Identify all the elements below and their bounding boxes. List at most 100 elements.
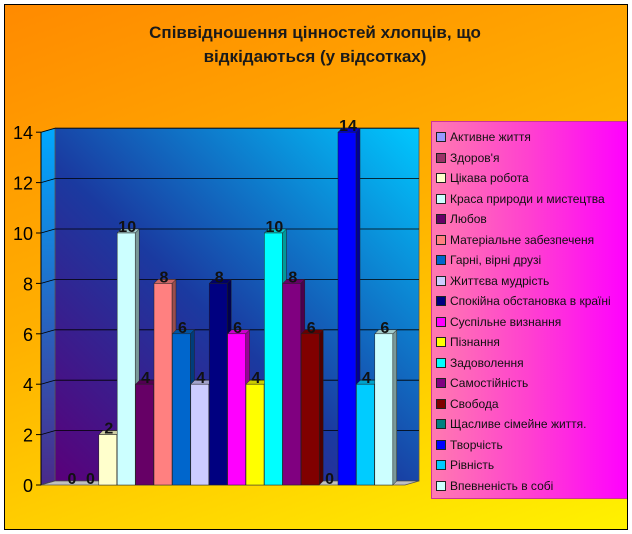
legend-swatch (436, 193, 446, 204)
legend-item: Суспільне визнання (436, 313, 561, 331)
data-label: 4 (252, 370, 261, 387)
legend-item: Матеріальне забезпеченя (436, 231, 594, 249)
bar-side (392, 329, 398, 486)
legend-item: Спокійна обстановка в країні (436, 292, 611, 310)
legend-label: Впевненість в собі (450, 478, 554, 493)
legend-item: Свобода (436, 395, 499, 413)
bar (172, 333, 191, 486)
legend-swatch (436, 419, 446, 429)
bar (135, 383, 154, 486)
legend-label: Любов (450, 212, 487, 226)
legend-swatch (436, 398, 446, 409)
legend-item: Самостійність (436, 374, 528, 392)
bar (116, 232, 136, 486)
legend: Активне життя Здоров'я Цікава робота Краса … (431, 121, 627, 499)
legend-label: Творчість (450, 437, 503, 452)
bar (208, 283, 228, 486)
legend-swatch (436, 296, 446, 306)
legend-swatch (436, 152, 446, 163)
bar (264, 232, 283, 486)
legend-swatch (436, 173, 446, 183)
legend-label: Гарні, вірні друзі (450, 253, 542, 267)
legend-label: Щасливе сімейне життя. (450, 417, 587, 431)
legend-item: Задоволення (436, 354, 524, 372)
y-tick-label: 12 (13, 174, 33, 194)
bar (190, 383, 210, 486)
legend-label: Активне життя (450, 130, 531, 144)
legend-item: Здоров'я (436, 149, 499, 167)
legend-item: Впевненість в собі (436, 477, 553, 495)
data-label: 4 (141, 370, 150, 387)
legend-item: Активне життя (436, 128, 531, 146)
gridline-diagonal (40, 127, 56, 133)
legend-item: Рівність (436, 456, 494, 474)
data-label: 10 (118, 219, 136, 236)
legend-swatch (436, 275, 446, 286)
legend-swatch (436, 255, 446, 265)
legend-label: Свобода (450, 396, 499, 411)
legend-label: Самостійність (450, 376, 529, 390)
data-label: 0 (68, 471, 77, 488)
bar (300, 333, 320, 486)
data-label: 10 (266, 219, 284, 236)
gridline-diagonal (40, 379, 56, 385)
bar (374, 333, 394, 486)
legend-swatch (436, 132, 446, 142)
bar (153, 283, 173, 486)
legend-swatch (436, 439, 446, 450)
y-tick-label: 6 (23, 325, 33, 345)
data-label: 8 (160, 269, 169, 286)
gridline-diagonal (40, 430, 56, 435)
legend-label: Цікава робота (450, 171, 529, 185)
legend-label: Спокійна обстановка в країні (450, 294, 611, 308)
bar (245, 383, 265, 486)
legend-label: Суспільне визнання (450, 314, 562, 329)
legend-label: Життєва мудрість (450, 273, 550, 288)
legend-item: Гарні, вірні друзі (436, 251, 541, 269)
data-label: 6 (307, 320, 316, 337)
bar (98, 434, 118, 486)
legend-label: Задоволення (450, 355, 524, 370)
bar (282, 283, 302, 486)
legend-swatch (436, 234, 446, 245)
legend-label: Пізнання (450, 335, 500, 349)
data-label: 4 (362, 370, 371, 387)
legend-swatch (436, 460, 446, 470)
legend-swatch (436, 357, 446, 368)
legend-label: Краса природи и мистецтва (450, 191, 605, 206)
y-tick-label: 4 (23, 375, 33, 395)
bar (356, 383, 375, 486)
legend-item: Творчість (436, 436, 503, 454)
gridline-diagonal (40, 228, 56, 234)
chart-area: Співвідношення цінностей хлопців, що від… (4, 4, 628, 530)
legend-item: Пізнання (436, 333, 500, 351)
legend-item: Краса природи и мистецтва (436, 190, 605, 208)
data-label: 2 (104, 421, 113, 438)
legend-swatch (436, 378, 446, 388)
y-tick-label: 2 (23, 426, 33, 446)
legend-label: Рівність (450, 458, 495, 472)
data-label: 6 (233, 320, 242, 337)
y-tick-label: 0 (23, 476, 33, 496)
legend-swatch (436, 337, 446, 347)
legend-swatch (436, 214, 446, 224)
data-label: 4 (196, 370, 205, 387)
legend-item: Щасливе сімейне життя. (436, 415, 587, 433)
legend-item: Любов (436, 210, 487, 228)
y-tick-label: 10 (13, 224, 33, 244)
gridline-diagonal (40, 279, 56, 284)
data-label: 8 (215, 269, 224, 286)
data-label: 0 (325, 471, 334, 488)
data-label: 14 (339, 118, 357, 135)
legend-swatch (436, 480, 446, 491)
legend-item: Цікава робота (436, 169, 529, 187)
data-label: 6 (178, 320, 187, 337)
y-tick-label: 14 (13, 123, 33, 143)
legend-item: Життєва мудрість (436, 272, 549, 290)
bar (337, 131, 357, 486)
legend-swatch (436, 316, 446, 327)
bar (227, 333, 246, 486)
legend-label: Здоров'я (450, 150, 500, 165)
gridline-diagonal (40, 329, 56, 335)
